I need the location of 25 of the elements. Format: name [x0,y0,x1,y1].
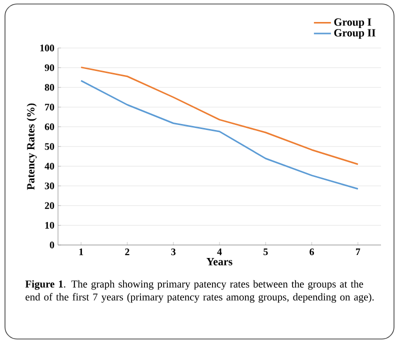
x-tick-label: 5 [264,248,268,256]
x-tick-label: 6 [310,248,314,256]
y-tick-label: 20 [44,202,54,209]
y-tick-label: 10 [45,222,54,229]
line-series [80,66,359,165]
y-tick-label: 30 [44,182,54,190]
legend-label: Group I [334,18,372,28]
y-tick-label: 60 [44,123,54,130]
x-tick-label: 7 [356,248,360,256]
legend-label: Group II [334,29,376,39]
y-tick-label: 90 [44,64,54,72]
y-tick-label: 100 [40,44,54,52]
text: Figure 1. The graph showing primary patency rates between the groups at the end of the first 7 years (primary patency rates among groups, depending on age). [25,280,374,303]
x-axis-title: Years [206,258,232,266]
y-tick-label: 50 [44,143,54,150]
x-tick-label: 3 [171,248,176,256]
line-series [80,80,359,190]
y-tick-label: 0 [50,242,54,248]
y-axis-title: Patency Rates (%) [26,103,37,190]
x-tick-label: 2 [125,248,130,256]
y-tick-label: 80 [44,84,54,91]
y-tick-label: 70 [45,104,54,110]
x-tick-label: 1 [79,248,84,256]
x-tick-label: 4 [217,248,222,256]
y-tick-label: 40 [44,162,54,170]
